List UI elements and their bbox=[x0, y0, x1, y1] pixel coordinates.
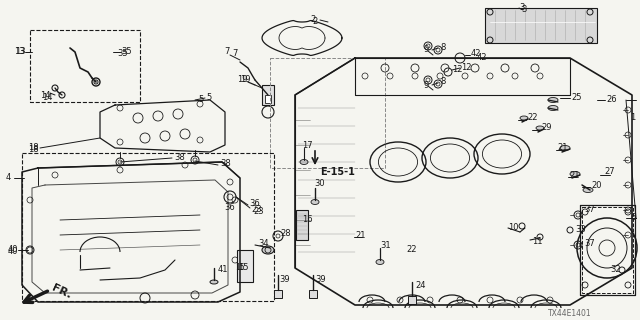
Text: 12: 12 bbox=[461, 62, 472, 71]
Text: 14: 14 bbox=[42, 92, 52, 101]
Ellipse shape bbox=[311, 199, 319, 204]
Text: 7: 7 bbox=[224, 47, 229, 57]
Bar bbox=[485, 8, 597, 43]
Text: 3: 3 bbox=[519, 3, 524, 12]
Text: 21: 21 bbox=[569, 171, 579, 180]
Text: 19: 19 bbox=[240, 76, 250, 84]
Text: 36: 36 bbox=[249, 199, 260, 209]
Text: 42: 42 bbox=[477, 52, 488, 61]
Ellipse shape bbox=[300, 159, 308, 164]
Text: 10: 10 bbox=[508, 223, 518, 233]
Text: 35: 35 bbox=[117, 50, 127, 59]
Text: 27: 27 bbox=[604, 167, 614, 177]
Ellipse shape bbox=[560, 146, 570, 150]
Text: 5: 5 bbox=[206, 92, 211, 101]
Ellipse shape bbox=[548, 98, 558, 102]
Text: 38: 38 bbox=[174, 153, 185, 162]
Text: 9: 9 bbox=[424, 45, 429, 54]
Text: 1: 1 bbox=[630, 114, 636, 123]
Text: 11: 11 bbox=[532, 237, 543, 246]
Text: 22: 22 bbox=[406, 245, 417, 254]
Bar bbox=[270, 58, 385, 168]
Text: 29: 29 bbox=[541, 124, 552, 132]
Text: 16: 16 bbox=[302, 215, 312, 225]
Text: 17: 17 bbox=[302, 141, 312, 150]
Text: 28: 28 bbox=[280, 229, 291, 238]
Text: 2: 2 bbox=[312, 18, 317, 27]
Bar bbox=[582, 207, 633, 293]
Text: 19: 19 bbox=[237, 76, 248, 84]
Ellipse shape bbox=[536, 126, 544, 130]
Ellipse shape bbox=[376, 260, 384, 265]
Text: 35: 35 bbox=[121, 47, 132, 57]
Text: 23: 23 bbox=[253, 207, 264, 217]
Text: 36: 36 bbox=[224, 203, 235, 212]
Text: 3: 3 bbox=[521, 5, 526, 14]
Text: 24: 24 bbox=[415, 281, 426, 290]
Bar bbox=[296, 210, 308, 240]
Bar bbox=[237, 250, 253, 282]
Text: 2: 2 bbox=[310, 15, 316, 25]
Text: 15: 15 bbox=[235, 262, 245, 271]
Text: 13: 13 bbox=[15, 47, 26, 57]
Text: 6: 6 bbox=[630, 213, 636, 222]
Ellipse shape bbox=[570, 172, 580, 177]
Text: 18: 18 bbox=[28, 143, 38, 153]
Text: 33: 33 bbox=[575, 226, 586, 235]
Text: 8: 8 bbox=[440, 77, 445, 86]
Text: 40: 40 bbox=[8, 247, 19, 257]
Bar bbox=[262, 85, 274, 105]
Text: 8: 8 bbox=[440, 43, 445, 52]
Text: 40: 40 bbox=[8, 245, 19, 254]
Text: 34: 34 bbox=[258, 239, 269, 249]
Text: FR.: FR. bbox=[50, 283, 73, 301]
Text: 39: 39 bbox=[315, 276, 326, 284]
Text: 21: 21 bbox=[557, 143, 568, 153]
Bar bbox=[22, 153, 274, 301]
Bar bbox=[309, 290, 317, 298]
Bar bbox=[408, 296, 416, 304]
Text: E-15-1: E-15-1 bbox=[320, 167, 355, 177]
Bar bbox=[265, 95, 271, 103]
Text: 22: 22 bbox=[527, 114, 538, 123]
Text: TX44E1401: TX44E1401 bbox=[548, 309, 591, 318]
Text: 5: 5 bbox=[198, 94, 204, 103]
Text: 31: 31 bbox=[380, 242, 390, 251]
Text: 25: 25 bbox=[571, 93, 582, 102]
Ellipse shape bbox=[262, 246, 274, 254]
Text: 30: 30 bbox=[314, 180, 324, 188]
Text: 13: 13 bbox=[14, 47, 24, 57]
Text: 42: 42 bbox=[471, 50, 481, 59]
Text: 7: 7 bbox=[232, 50, 237, 59]
Text: 21: 21 bbox=[355, 230, 365, 239]
Text: 39: 39 bbox=[279, 276, 290, 284]
Text: 38: 38 bbox=[220, 159, 231, 169]
Text: 18: 18 bbox=[28, 146, 38, 155]
Text: 20: 20 bbox=[591, 180, 602, 189]
Text: 37: 37 bbox=[584, 205, 595, 214]
Text: 41: 41 bbox=[218, 266, 228, 275]
Bar bbox=[30, 30, 140, 102]
Text: 26: 26 bbox=[606, 95, 616, 105]
Text: 32: 32 bbox=[610, 266, 621, 275]
Text: 14: 14 bbox=[40, 91, 51, 100]
Text: 37: 37 bbox=[584, 239, 595, 249]
Text: 12: 12 bbox=[452, 66, 463, 75]
Ellipse shape bbox=[583, 188, 593, 193]
Text: 23: 23 bbox=[251, 205, 262, 214]
Text: 9: 9 bbox=[424, 81, 429, 90]
Ellipse shape bbox=[520, 116, 528, 120]
Ellipse shape bbox=[548, 106, 558, 110]
Text: 4: 4 bbox=[6, 173, 12, 182]
Ellipse shape bbox=[210, 280, 218, 284]
Bar bbox=[274, 290, 282, 298]
Text: 15: 15 bbox=[238, 263, 248, 273]
